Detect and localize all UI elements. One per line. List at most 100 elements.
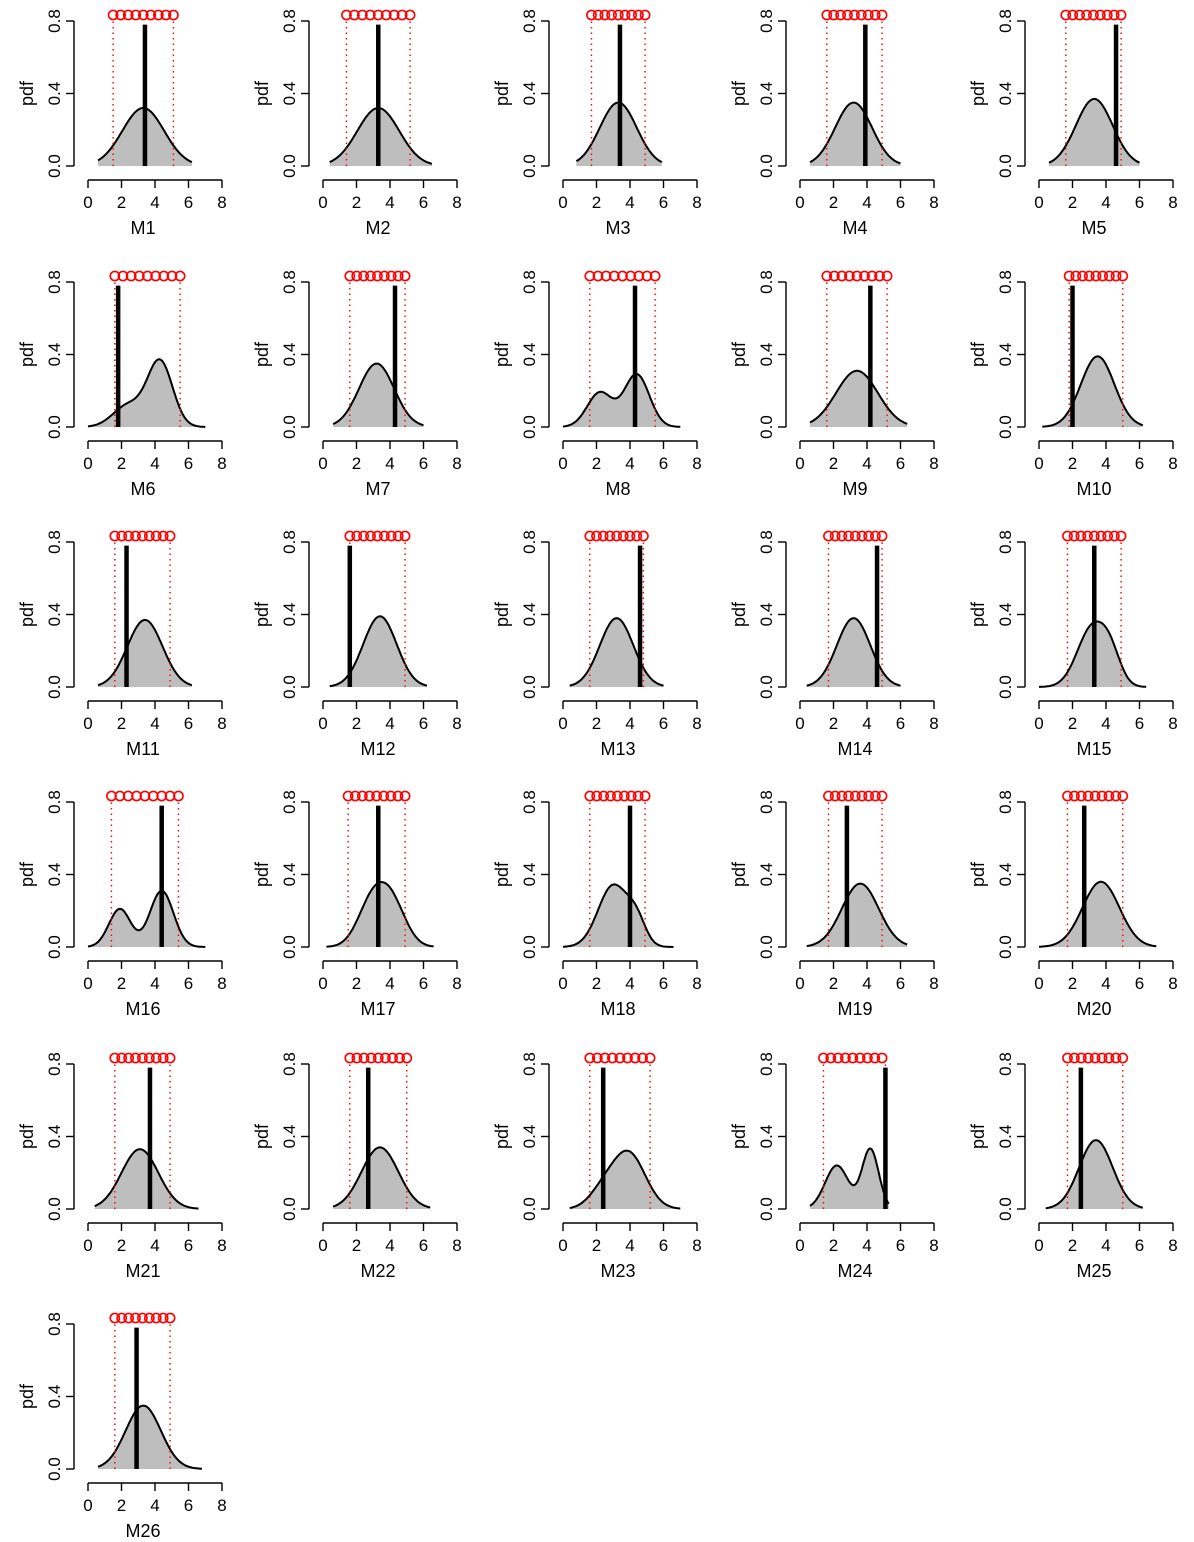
y-axis: 0.0 0.4 0.8 bbox=[280, 1052, 310, 1221]
y-tick-label: 0.4 bbox=[520, 1125, 539, 1149]
sample-point bbox=[143, 1052, 155, 1064]
sample-point bbox=[592, 9, 604, 21]
sample-point bbox=[1108, 9, 1120, 21]
sample-point bbox=[851, 270, 863, 282]
sample-point bbox=[612, 9, 624, 21]
x-tick-label: 8 bbox=[692, 714, 701, 733]
panel-m1: 0 2 4 6 8 0.0 0.4 0.8 pdf M1 bbox=[17, 9, 227, 238]
y-axis: 0.0 0.4 0.8 bbox=[520, 530, 550, 699]
x-tick-label: 8 bbox=[1168, 974, 1177, 993]
x-tick-label: 2 bbox=[352, 974, 361, 993]
density-curve bbox=[87, 358, 206, 428]
sample-point bbox=[869, 1052, 881, 1064]
sample-point bbox=[1110, 1052, 1122, 1064]
sample-point bbox=[396, 9, 408, 21]
sample-point bbox=[341, 9, 352, 21]
y-tick-label: 0.0 bbox=[280, 675, 299, 699]
sample-point bbox=[876, 530, 888, 542]
sample-point bbox=[107, 9, 119, 21]
sample-point bbox=[139, 790, 151, 802]
sample-point bbox=[1094, 9, 1106, 21]
sample-point bbox=[836, 530, 848, 542]
x-axis: 0 2 4 6 8 bbox=[83, 440, 227, 473]
sample-point bbox=[130, 9, 142, 21]
y-tick-label: 0.4 bbox=[757, 82, 776, 106]
x-tick-label: 8 bbox=[1168, 454, 1177, 473]
y-axis: 0.0 0.4 0.8 bbox=[45, 1052, 75, 1221]
sample-point bbox=[1060, 9, 1072, 21]
x-tick-label: 6 bbox=[1135, 974, 1144, 993]
density-area bbox=[329, 616, 427, 687]
sample-point bbox=[1117, 270, 1129, 282]
y-axis: 0.0 0.4 0.8 bbox=[757, 9, 787, 178]
sample-points bbox=[342, 790, 411, 802]
y-axis-title: pdf bbox=[729, 601, 749, 627]
x-tick-label: 4 bbox=[150, 193, 159, 212]
density-area bbox=[569, 1150, 681, 1209]
x-tick-label: 2 bbox=[829, 714, 838, 733]
sample-point bbox=[392, 790, 404, 802]
sample-point bbox=[847, 1052, 859, 1064]
x-tick-label: 8 bbox=[217, 1236, 226, 1255]
y-axis-title: pdf bbox=[17, 80, 37, 106]
x-tick-label: 2 bbox=[1068, 974, 1077, 993]
x-tick-label: 4 bbox=[625, 974, 634, 993]
y-tick-label: 0.8 bbox=[45, 1312, 64, 1336]
sample-point bbox=[116, 1312, 128, 1324]
x-axis: 0 2 4 6 8 bbox=[795, 1222, 939, 1255]
x-axis-title: M22 bbox=[360, 1261, 395, 1281]
x-tick-label: 4 bbox=[385, 193, 394, 212]
sample-points bbox=[818, 1052, 888, 1064]
sample-point bbox=[133, 270, 145, 282]
sample-point bbox=[625, 270, 637, 282]
y-tick-label: 0.0 bbox=[280, 415, 299, 439]
sample-point bbox=[624, 530, 636, 542]
sample-point bbox=[876, 9, 888, 21]
x-tick-label: 6 bbox=[659, 714, 668, 733]
y-tick-label: 0.0 bbox=[757, 675, 776, 699]
x-tick-label: 6 bbox=[896, 454, 905, 473]
sample-point bbox=[115, 9, 127, 21]
x-tick-label: 4 bbox=[862, 193, 871, 212]
sample-point bbox=[356, 790, 368, 802]
density-curve bbox=[1048, 97, 1140, 164]
sample-point bbox=[137, 530, 148, 542]
x-tick-label: 2 bbox=[1068, 193, 1077, 212]
sample-point bbox=[591, 530, 602, 542]
x-tick-label: 6 bbox=[1135, 454, 1144, 473]
x-tick-label: 8 bbox=[452, 974, 461, 993]
sample-point bbox=[401, 1052, 413, 1064]
panel-m7: 0 2 4 6 8 0.0 0.4 0.8 pdf M7 bbox=[252, 270, 462, 499]
sample-point bbox=[598, 790, 610, 802]
x-tick-label: 6 bbox=[659, 454, 668, 473]
sample-point bbox=[869, 790, 881, 802]
density-curve bbox=[332, 362, 424, 427]
x-tick-label: 8 bbox=[1168, 1236, 1177, 1255]
sample-point bbox=[876, 1052, 888, 1064]
sample-point bbox=[626, 9, 638, 21]
x-axis-title: M13 bbox=[600, 739, 635, 759]
y-tick-label: 0.0 bbox=[520, 415, 539, 439]
y-tick-label: 0.8 bbox=[520, 270, 539, 294]
y-axis: 0.0 0.4 0.8 bbox=[996, 1052, 1026, 1221]
sample-point bbox=[605, 790, 616, 802]
sample-points bbox=[821, 9, 888, 21]
sample-point bbox=[122, 790, 134, 802]
x-tick-label: 2 bbox=[1068, 454, 1077, 473]
sample-point bbox=[123, 1052, 135, 1064]
sample-point bbox=[823, 790, 834, 802]
sample-point bbox=[349, 790, 361, 802]
y-tick-label: 0.8 bbox=[996, 530, 1015, 554]
sample-point bbox=[380, 9, 392, 21]
density-curve bbox=[562, 372, 681, 428]
sample-point bbox=[1083, 270, 1095, 282]
sample-point bbox=[164, 530, 176, 542]
sample-point bbox=[829, 790, 841, 802]
y-axis-title: pdf bbox=[17, 601, 37, 627]
sample-point bbox=[387, 1052, 398, 1064]
sample-point bbox=[378, 790, 390, 802]
sample-point bbox=[611, 530, 622, 542]
x-tick-label: 6 bbox=[419, 714, 428, 733]
x-axis-title: M8 bbox=[605, 479, 630, 499]
sample-point bbox=[1089, 790, 1101, 802]
